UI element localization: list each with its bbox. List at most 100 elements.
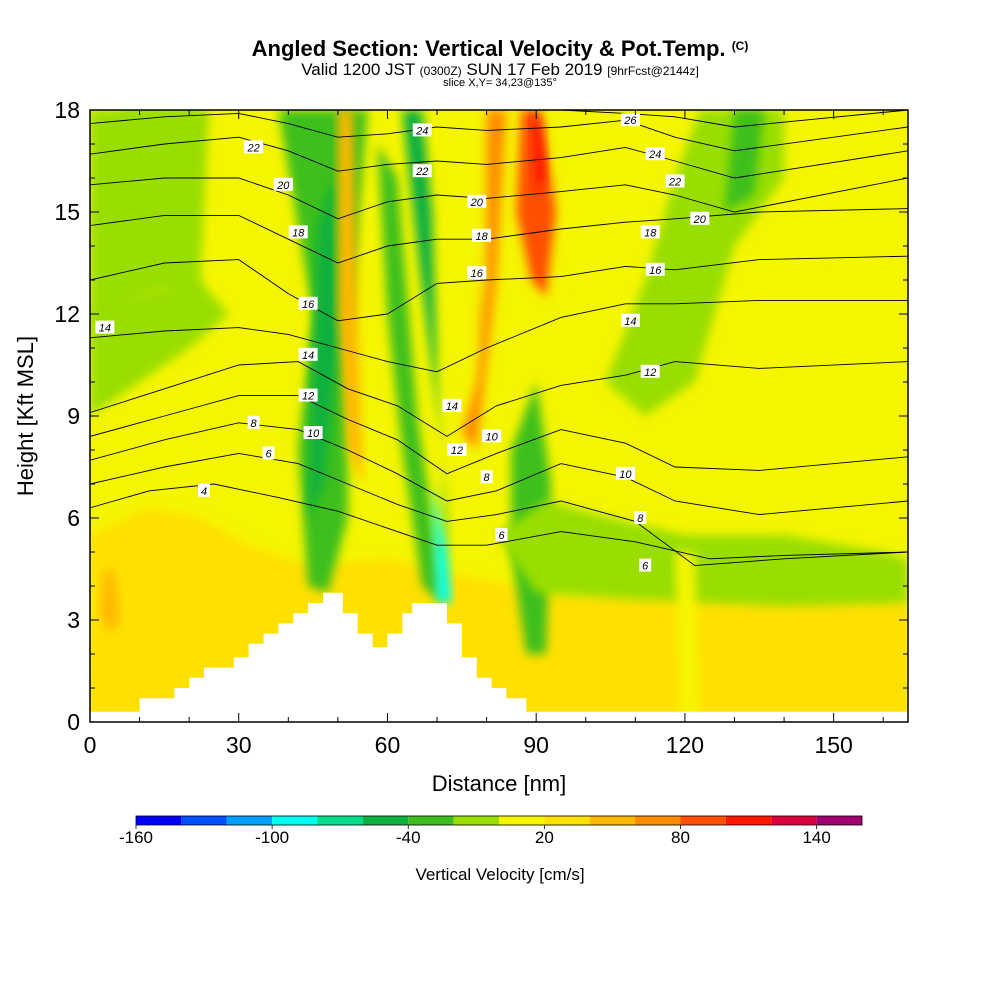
contour-label-text: 18 [644, 227, 657, 239]
y-axis: 0 3 6 9 12 15 18 [54, 97, 908, 735]
contour-label: 10 [303, 426, 323, 440]
x-tick-label: 150 [814, 732, 852, 758]
contour-label: 24 [645, 147, 665, 161]
colorbar-swatch [771, 816, 817, 825]
contour-label-text: 6 [498, 530, 505, 542]
contour-label: 14 [298, 347, 318, 362]
isentrope-18 [90, 208, 908, 264]
contour-label-text: 10 [619, 469, 632, 481]
velocity-region [432, 484, 452, 603]
contour-label-text: 14 [99, 323, 111, 335]
contour-label-bg [95, 320, 115, 334]
contour-label: 14 [95, 320, 115, 335]
velocity-region [496, 501, 908, 607]
contour-label-text: 12 [644, 367, 656, 379]
y-tick-label: 0 [67, 709, 80, 735]
contour-label-bg [247, 415, 260, 429]
colorbar-swatch [317, 816, 363, 825]
velocity-region [675, 552, 700, 722]
contour-label-bg [412, 123, 432, 137]
contour-label-bg [665, 174, 685, 188]
x-tick-label: 60 [375, 732, 401, 758]
x-tick-label: 0 [84, 732, 97, 758]
velocity-region [724, 110, 765, 212]
contour-label: 12 [298, 388, 318, 403]
contour-label: 16 [467, 266, 487, 280]
isentrope-16 [90, 255, 908, 322]
contour-label: 6 [262, 446, 275, 460]
contour-label-text: 14 [624, 316, 636, 328]
contour-label: 24 [412, 123, 432, 137]
contour-label-text: 22 [246, 142, 259, 154]
contour-label-bg [442, 398, 462, 412]
contour-label: 18 [472, 228, 492, 243]
colorbar-tick-label: -40 [396, 828, 421, 847]
colorbar-tick-label: 20 [535, 828, 554, 847]
colorbar-label: Vertical Velocity [cm/s] [415, 865, 584, 884]
velocity-region [402, 110, 447, 586]
plot-area: 22 20 18 16 14 12 10 8 6 4 14 24 22 20 18 16 14 12 10 8 6 26 2… [89, 109, 909, 723]
contour-label-bg [472, 228, 492, 242]
contour-label-text: 6 [265, 448, 272, 460]
colorbar-swatch [499, 816, 545, 825]
contour-label-bg [244, 140, 264, 154]
contour-label-bg [447, 443, 467, 456]
colorbar-swatch [816, 816, 862, 825]
contour-label: 8 [634, 511, 647, 525]
contour-label-bg [640, 225, 660, 239]
contour-label-text: 22 [415, 166, 428, 178]
contour-label: 16 [298, 296, 318, 311]
contour-label-text: 20 [470, 197, 484, 209]
contour-label: 22 [412, 164, 432, 178]
contour-label-text: 22 [668, 176, 681, 188]
colorbar-swatch [136, 816, 182, 825]
isentrope-4 [90, 483, 908, 560]
contour-label-bg [480, 470, 493, 484]
velocity-region [337, 110, 363, 484]
isentrope-8 [90, 422, 908, 516]
colorbar-swatch [589, 816, 636, 825]
colorbar-tick-label: -160 [119, 828, 153, 847]
contour-label: 20 [690, 211, 710, 226]
isentrope-12 [90, 361, 908, 437]
contour-label-bg [298, 296, 318, 310]
contour-label-text: 16 [471, 268, 484, 280]
potential-temperature-contours [90, 110, 908, 567]
contour-label-text: 18 [475, 231, 488, 243]
colorbar-swatch [181, 816, 227, 825]
contour-label: 12 [640, 364, 660, 379]
y-tick-label: 15 [54, 199, 80, 225]
contour-label: 8 [480, 470, 493, 484]
velocity-region [531, 110, 547, 195]
contour-label-text: 16 [302, 299, 315, 311]
contour-label-bg [639, 558, 652, 572]
contour-label-bg [634, 511, 647, 524]
contour-label-text: 18 [292, 227, 305, 239]
chart-subtitle: Valid 1200 JST (0300Z) SUN 17 Feb 2019 [… [301, 60, 699, 79]
contour-label-text: 14 [446, 401, 458, 413]
contour-label-text: 24 [648, 149, 661, 161]
contour-label-bg [620, 113, 640, 127]
contour-label-text: 14 [302, 350, 314, 362]
velocity-region [377, 144, 442, 603]
contour-label: 8 [247, 415, 260, 430]
contour-label-bg [615, 466, 635, 480]
contour-label-bg [620, 313, 640, 327]
y-axis-label: Height [Kft MSL] [13, 336, 38, 496]
contour-label-bg [645, 262, 665, 276]
contour-label: 6 [495, 528, 508, 542]
contour-label-text: 4 [201, 486, 207, 498]
contour-label-bg [645, 147, 665, 161]
colorbar-swatch [725, 816, 772, 825]
colorbar-swatch [453, 816, 499, 825]
isentrope-10 [90, 395, 908, 475]
contour-label-bg [467, 194, 487, 208]
contour-label: 10 [615, 466, 635, 481]
colorbar-swatch [272, 816, 318, 825]
contour-label-text: 10 [485, 431, 498, 443]
contour-label-text: 8 [251, 418, 258, 430]
contour-label-bg [303, 426, 323, 439]
y-tick-label: 9 [67, 403, 80, 429]
terrain [90, 592, 908, 722]
contour-label: 14 [620, 313, 640, 328]
